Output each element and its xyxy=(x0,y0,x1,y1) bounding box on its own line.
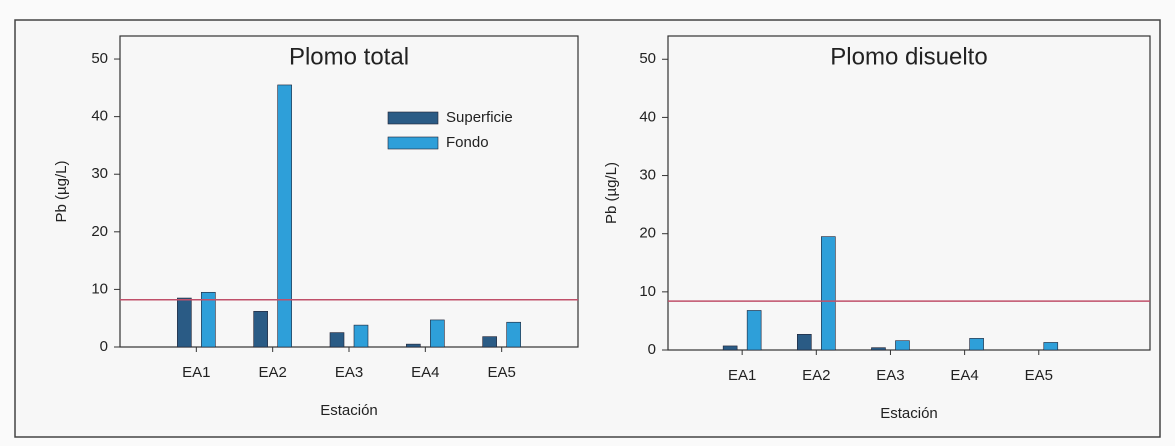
bar xyxy=(201,291,216,348)
y-tick-label: 30 xyxy=(639,167,656,184)
x-tick-label: EA2 xyxy=(802,367,830,384)
y-tick-label: 10 xyxy=(639,283,656,300)
bar xyxy=(871,347,886,351)
bar xyxy=(797,333,812,351)
x-tick-label: EA3 xyxy=(335,364,363,381)
y-tick-label: 0 xyxy=(648,341,656,358)
figure-frame xyxy=(14,19,1161,438)
x-axis-label: Estación xyxy=(320,402,378,419)
y-tick-label: 0 xyxy=(100,338,108,355)
chart-title: Plomo total xyxy=(289,43,409,70)
x-tick-label: EA5 xyxy=(487,364,515,381)
bar xyxy=(430,319,445,348)
bar xyxy=(277,84,292,348)
legend-label: Fondo xyxy=(446,134,489,151)
bar xyxy=(821,236,836,351)
bar xyxy=(746,310,762,351)
x-tick-label: EA1 xyxy=(182,364,210,381)
y-tick-label: 50 xyxy=(639,50,656,67)
y-tick-label: 50 xyxy=(91,50,108,67)
bar xyxy=(506,321,521,348)
bar xyxy=(406,343,421,348)
legend-label: Superficie xyxy=(446,109,513,126)
bar xyxy=(353,324,369,348)
bar xyxy=(722,345,738,351)
bar xyxy=(253,310,268,348)
y-axis-label: Pb (µg/L) xyxy=(603,162,620,224)
legend-swatch xyxy=(387,111,439,125)
y-axis-label: Pb (µg/L) xyxy=(53,160,70,222)
x-tick-label: EA4 xyxy=(950,367,978,384)
x-tick-label: EA5 xyxy=(1025,367,1053,384)
chart-title: Plomo disuelto xyxy=(830,43,987,70)
x-axis-label: Estación xyxy=(880,405,938,422)
x-tick-label: EA2 xyxy=(258,364,286,381)
bar xyxy=(1043,342,1059,351)
bar xyxy=(329,332,345,348)
x-tick-label: EA1 xyxy=(728,367,756,384)
x-tick-label: EA4 xyxy=(411,364,439,381)
legend-swatch xyxy=(387,136,439,150)
bar xyxy=(177,297,192,348)
bar xyxy=(895,340,910,351)
x-tick-label: EA3 xyxy=(876,367,904,384)
y-tick-label: 40 xyxy=(91,108,108,125)
y-tick-label: 20 xyxy=(639,225,656,242)
bar xyxy=(969,338,984,351)
y-tick-label: 10 xyxy=(91,280,108,297)
bar xyxy=(482,336,497,348)
y-tick-label: 20 xyxy=(91,223,108,240)
y-tick-label: 40 xyxy=(639,108,656,125)
y-tick-label: 30 xyxy=(91,165,108,182)
